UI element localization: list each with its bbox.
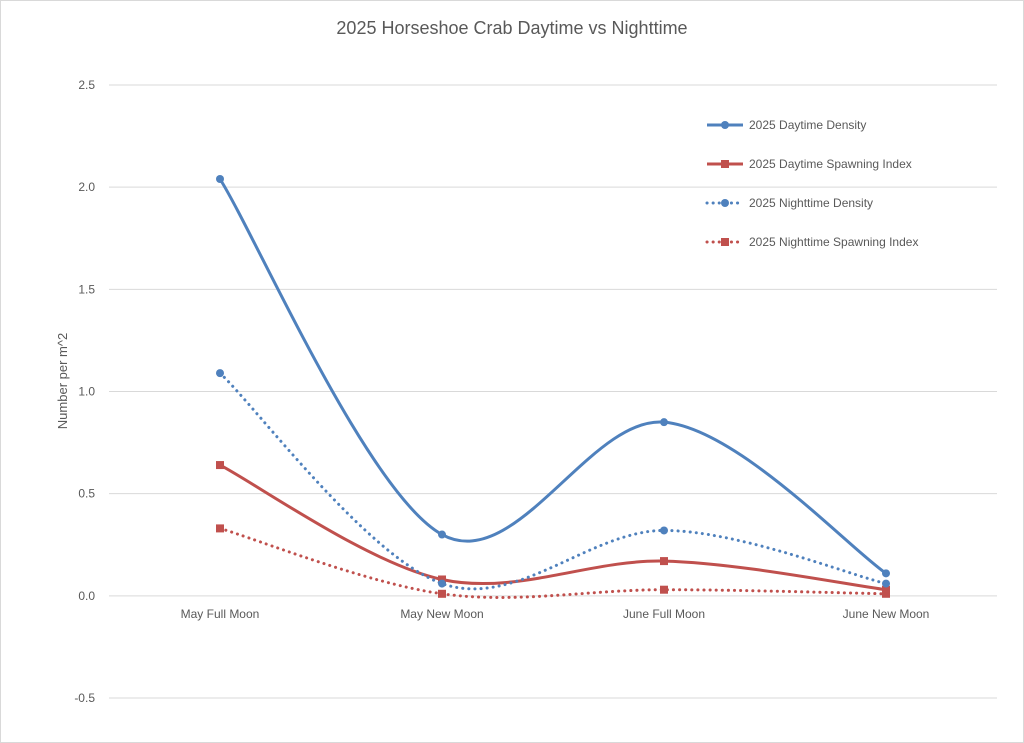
legend-swatch-marker <box>721 160 729 168</box>
data-point <box>882 585 890 594</box>
data-point <box>216 369 224 378</box>
data-point <box>216 174 224 183</box>
y-tick-label: 0.5 <box>78 487 95 501</box>
series-line <box>218 526 888 599</box>
legend-label: 2025 Nighttime Density <box>749 196 873 210</box>
y-tick-label: 2.5 <box>78 78 95 92</box>
series-4 <box>216 524 890 599</box>
data-point <box>660 526 668 535</box>
data-point <box>438 589 446 598</box>
legend-label: 2025 Nighttime Spawning Index <box>749 235 918 249</box>
data-point <box>438 579 446 588</box>
y-tick-labels: 2.5 2.0 1.5 1.0 0.5 0.0 -0.5 <box>74 78 95 705</box>
y-tick-label: 0.0 <box>78 589 95 603</box>
x-tick-label: May New Moon <box>400 607 483 621</box>
legend-label: 2025 Daytime Density <box>749 118 866 132</box>
y-tick-label: -0.5 <box>74 691 95 705</box>
x-tick-label: May Full Moon <box>181 607 260 621</box>
x-tick-labels: May Full Moon May New Moon June Full Moon J… <box>181 607 930 621</box>
data-point <box>216 524 224 533</box>
legend-entry: 2025 Daytime Density <box>707 118 866 132</box>
legend-swatch-marker <box>721 121 729 129</box>
series-lines <box>216 174 890 599</box>
data-point <box>438 530 446 539</box>
chart-title: 2025 Horseshoe Crab Daytime vs Nighttime <box>336 18 687 38</box>
legend-swatch-marker <box>721 199 729 207</box>
data-point <box>216 461 224 470</box>
series-line <box>218 371 888 591</box>
y-axis-label: Number per m^2 <box>55 333 70 429</box>
legend-label: 2025 Daytime Spawning Index <box>749 157 912 171</box>
x-tick-label: June Full Moon <box>623 607 705 621</box>
data-point <box>660 585 668 594</box>
x-tick-label: June New Moon <box>843 607 930 621</box>
data-point <box>438 575 446 584</box>
data-point <box>882 569 890 578</box>
series-2 <box>216 461 890 594</box>
series-3 <box>216 369 890 591</box>
legend-swatch-marker <box>721 238 729 246</box>
legend-entry: 2025 Nighttime Spawning Index <box>705 235 918 249</box>
y-tick-label: 2.0 <box>78 180 95 194</box>
y-tick-label: 1.5 <box>78 282 95 296</box>
legend-entry: 2025 Nighttime Density <box>705 196 873 210</box>
y-tick-label: 1.0 <box>78 385 95 399</box>
series-line <box>218 178 887 575</box>
data-point <box>882 589 890 598</box>
legend-entry: 2025 Daytime Spawning Index <box>707 157 912 171</box>
data-point <box>882 579 890 588</box>
legend: 2025 Daytime Density 2025 Daytime Spawnin… <box>705 118 918 249</box>
series-line <box>219 463 887 592</box>
data-point <box>660 418 668 427</box>
series-1 <box>216 174 890 578</box>
data-point <box>660 557 668 566</box>
